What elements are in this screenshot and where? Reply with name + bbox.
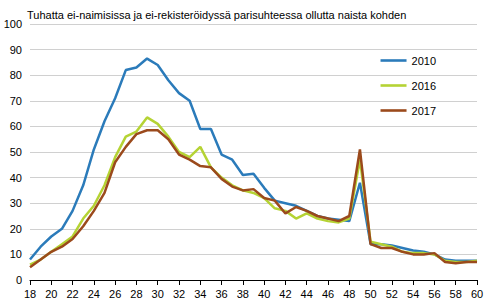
svg-text:58: 58: [450, 288, 462, 300]
svg-text:Tuhatta ei-naimisissa ja ei-re: Tuhatta ei-naimisissa ja ei-rekisteröidy…: [27, 9, 406, 21]
svg-text:36: 36: [215, 288, 227, 300]
svg-text:50: 50: [10, 146, 22, 158]
svg-text:2016: 2016: [412, 80, 436, 92]
svg-text:24: 24: [88, 288, 100, 300]
svg-text:60: 60: [10, 120, 22, 132]
svg-text:90: 90: [10, 44, 22, 56]
svg-text:50: 50: [364, 288, 376, 300]
svg-text:80: 80: [10, 69, 22, 81]
svg-text:18: 18: [24, 288, 36, 300]
svg-text:30: 30: [10, 197, 22, 209]
svg-text:28: 28: [130, 288, 142, 300]
svg-text:40: 40: [258, 288, 270, 300]
svg-text:56: 56: [428, 288, 440, 300]
svg-text:48: 48: [343, 288, 355, 300]
svg-text:46: 46: [322, 288, 334, 300]
svg-text:34: 34: [194, 288, 206, 300]
svg-text:70: 70: [10, 95, 22, 107]
svg-text:52: 52: [386, 288, 398, 300]
svg-text:60: 60: [471, 288, 483, 300]
svg-text:44: 44: [301, 288, 313, 300]
svg-text:2017: 2017: [412, 105, 436, 117]
svg-text:2010: 2010: [412, 55, 436, 67]
svg-text:20: 20: [10, 223, 22, 235]
svg-text:54: 54: [407, 288, 419, 300]
svg-text:38: 38: [237, 288, 249, 300]
svg-text:0: 0: [16, 274, 22, 286]
svg-text:20: 20: [45, 288, 57, 300]
svg-text:100: 100: [4, 18, 22, 30]
svg-text:32: 32: [173, 288, 185, 300]
svg-text:30: 30: [152, 288, 164, 300]
svg-text:26: 26: [109, 288, 121, 300]
svg-text:22: 22: [66, 288, 78, 300]
svg-text:42: 42: [279, 288, 291, 300]
svg-text:10: 10: [10, 248, 22, 260]
svg-text:40: 40: [10, 172, 22, 184]
